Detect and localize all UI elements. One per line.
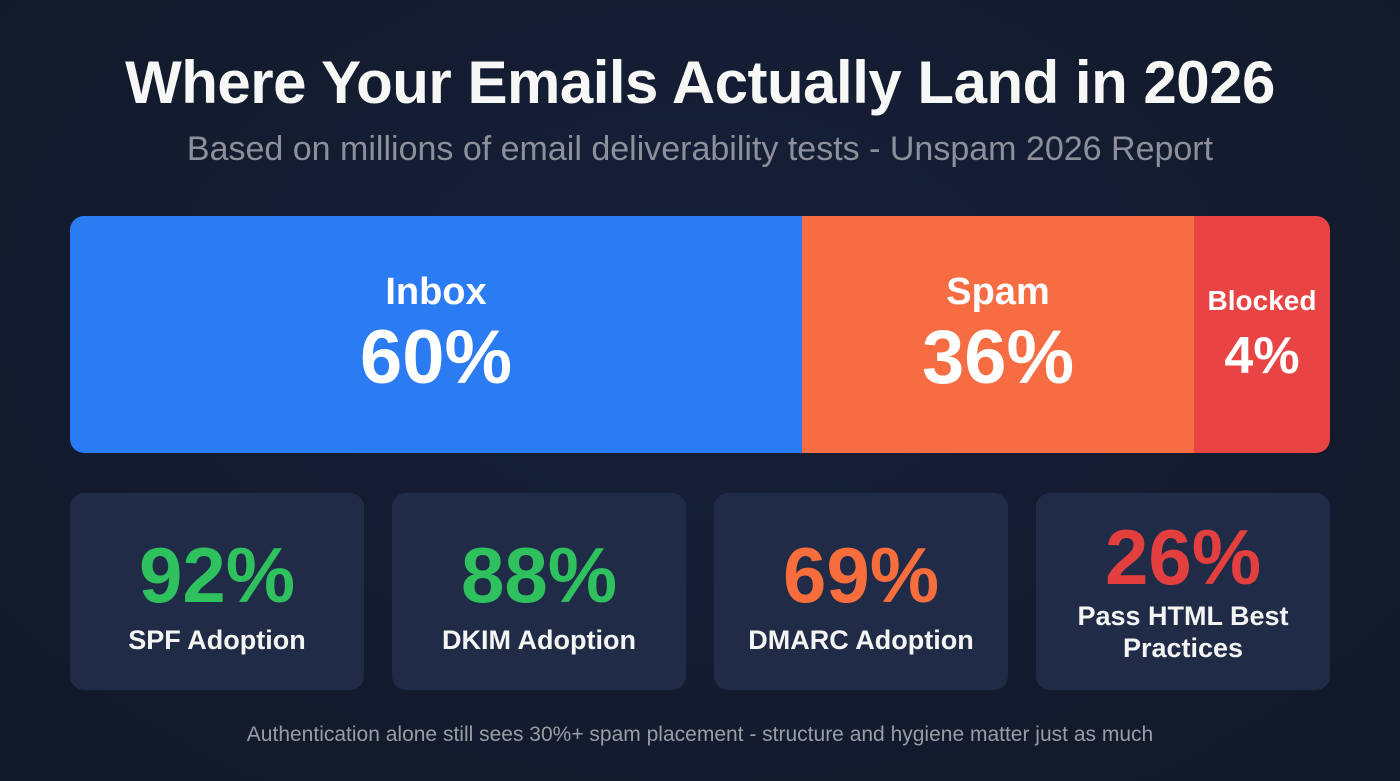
stat-value: 26% (1104, 512, 1262, 601)
stat-caption: Pass HTML Best Practices (1077, 600, 1289, 663)
stat-card-html: 26% Pass HTML Best Practices (1036, 493, 1330, 690)
segment-value: 4% (1224, 326, 1300, 385)
segment-inbox: Inbox 60% (70, 216, 802, 453)
segment-label: Blocked (1207, 284, 1317, 316)
segment-spam: Spam 36% (802, 216, 1194, 453)
placement-stacked-bar: Inbox 60% Spam 36% Blocked 4% (70, 216, 1330, 453)
stat-caption: DMARC Adoption (748, 624, 974, 655)
stat-value: 69% (782, 530, 940, 619)
stat-caption: DKIM Adoption (442, 624, 636, 655)
segment-value: 36% (921, 314, 1075, 400)
segment-label: Inbox (385, 270, 487, 313)
footer-note: Authentication alone still sees 30%+ spa… (246, 723, 1154, 746)
stat-card-dkim: 88% DKIM Adoption (392, 493, 686, 690)
stat-card-dmarc: 69% DMARC Adoption (714, 493, 1008, 690)
page-subtitle: Based on millions of email deliverabilit… (186, 130, 1214, 168)
stat-value: 88% (460, 530, 618, 619)
segment-blocked: Blocked 4% (1194, 216, 1330, 453)
stat-value: 92% (138, 530, 296, 619)
stat-caption: SPF Adoption (128, 624, 306, 655)
segment-label: Spam (946, 270, 1050, 313)
stat-cards: 92% SPF Adoption 88% DKIM Adoption 69% D… (70, 493, 1330, 690)
stat-card-spf: 92% SPF Adoption (70, 493, 364, 690)
segment-value: 60% (359, 314, 513, 400)
page-title: Where Your Emails Actually Land in 2026 (125, 49, 1275, 116)
